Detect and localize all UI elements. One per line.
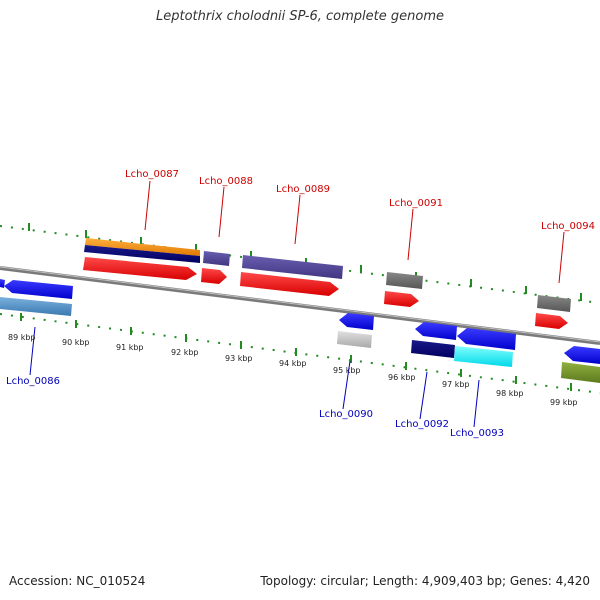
reverse-gene-labels: Lcho_0086 Lcho_0090 Lcho_0092 Lcho_0093 — [6, 376, 504, 439]
tick-label: 89 kbp — [8, 333, 36, 342]
gene-lcho-0090-blue — [339, 313, 374, 330]
gene-label-forward: Lcho_0087 — [125, 169, 179, 180]
gene-lcho-0091-gray — [386, 272, 423, 289]
map-title: Leptothrix cholodnii SP-6, complete geno… — [156, 9, 444, 24]
gene-label-reverse: Lcho_0086 — [6, 376, 60, 387]
forward-gene-labels: Lcho_0087 Lcho_0088 Lcho_0089 Lcho_0091 … — [125, 169, 595, 232]
gene-lcho-0087-navy — [84, 245, 200, 263]
gene-right-blue-partial — [564, 346, 600, 364]
tick-label: 99 kbp — [550, 398, 578, 407]
gene-lcho-0093-blue — [457, 328, 516, 350]
gene-lcho-0090-silver — [337, 331, 372, 348]
gene-lcho-0089-red — [240, 272, 339, 296]
tick-label: 97 kbp — [442, 380, 470, 389]
inner-tick-track — [0, 313, 600, 394]
gene-lcho-0092-blue — [415, 322, 457, 340]
tick-label: 94 kbp — [279, 359, 307, 368]
gene-lcho-0094-red — [535, 313, 568, 329]
gene-label-forward: Lcho_0088 — [199, 176, 253, 187]
accession-text: Accession: NC_010524 — [9, 574, 146, 588]
gene-label-forward: Lcho_0094 — [541, 221, 595, 232]
gene-lcho-0092-navy — [411, 340, 455, 358]
gene-label-forward: Lcho_0091 — [389, 198, 443, 209]
gene-label-reverse: Lcho_0092 — [395, 419, 449, 430]
gene-lcho-0087-orange — [85, 238, 200, 256]
gene-label-forward: Lcho_0089 — [276, 184, 330, 195]
gene-left-blue-partial — [0, 279, 5, 288]
gene-right-olive-partial — [561, 362, 600, 383]
tick-label: 92 kbp — [171, 348, 199, 357]
genome-summary-text: Topology: circular; Length: 4,909,403 bp… — [260, 574, 590, 588]
gene-lcho-0088-red — [201, 268, 227, 284]
tick-label: 93 kbp — [225, 354, 253, 363]
genome-backbone — [0, 266, 600, 345]
gene-lcho-0091-red — [384, 291, 419, 307]
label-leaders — [29, 180, 565, 428]
gene-label-reverse: Lcho_0090 — [319, 409, 373, 420]
tick-label: 95 kbp — [333, 366, 361, 375]
outer-tick-track — [0, 223, 600, 304]
gene-lcho-0086-steel — [0, 297, 72, 316]
forward-genes — [83, 238, 571, 329]
reverse-genes — [0, 279, 600, 383]
tick-label: 90 kbp — [62, 338, 90, 347]
gene-label-reverse: Lcho_0093 — [450, 428, 504, 439]
gene-lcho-0088-slate — [203, 251, 230, 266]
gene-lcho-0086-blue — [4, 280, 73, 299]
gene-lcho-0087-red — [83, 257, 197, 280]
gene-lcho-0094-gray — [537, 295, 571, 312]
tick-labels: 89 kbp 90 kbp 91 kbp 92 kbp 93 kbp 94 kb… — [8, 333, 578, 407]
tick-label: 98 kbp — [496, 389, 524, 398]
tick-label: 96 kbp — [388, 373, 416, 382]
gene-lcho-0093-cyan — [454, 346, 513, 367]
tick-label: 91 kbp — [116, 343, 144, 352]
gene-lcho-0089-slate — [242, 255, 343, 279]
